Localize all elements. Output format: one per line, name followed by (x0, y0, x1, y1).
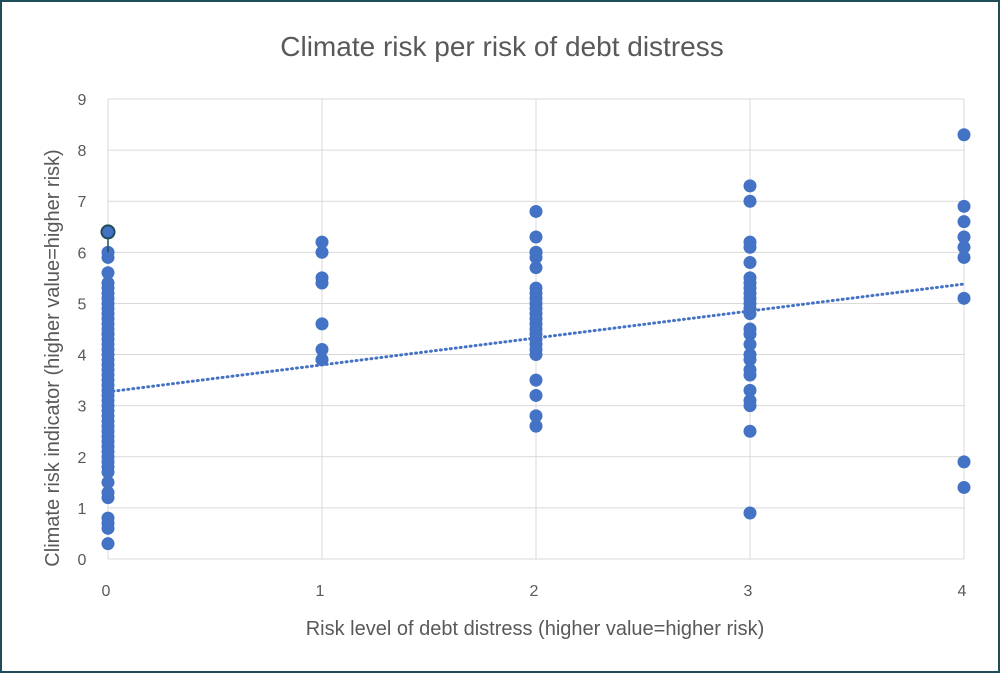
data-point (743, 179, 757, 193)
data-point (957, 291, 971, 305)
data-point (957, 215, 971, 229)
data-point (743, 424, 757, 438)
data-point (743, 399, 757, 413)
data-point (957, 199, 971, 213)
y-tick-label: 6 (78, 245, 87, 262)
data-point (529, 291, 543, 305)
data-point (957, 480, 971, 494)
x-tick-label: 2 (530, 583, 539, 600)
data-point (529, 230, 543, 244)
data-point (957, 455, 971, 469)
data-point (743, 327, 757, 341)
data-point (529, 419, 543, 433)
data-point (101, 465, 115, 479)
y-tick-label: 3 (78, 399, 87, 416)
data-point (315, 245, 329, 259)
data-point (529, 312, 543, 326)
data-point (743, 353, 757, 367)
data-point (957, 240, 971, 254)
data-point (529, 348, 543, 362)
data-point (101, 266, 115, 280)
data-point (743, 307, 757, 321)
y-tick-label: 2 (78, 450, 87, 467)
y-tick-label: 9 (78, 92, 87, 109)
data-point (315, 276, 329, 290)
x-axis-ticks: 0 1 2 3 4 (102, 583, 967, 600)
data-point (957, 128, 971, 142)
data-point (101, 521, 115, 535)
y-tick-label: 8 (78, 143, 87, 160)
data-point (743, 240, 757, 254)
x-tick-label: 3 (744, 583, 753, 600)
data-point (101, 491, 115, 505)
data-point (315, 342, 329, 356)
data-point (743, 194, 757, 208)
data-point (743, 506, 757, 520)
data-points (100, 128, 971, 551)
data-point (315, 353, 329, 367)
y-tick-label: 5 (78, 296, 87, 313)
data-point (529, 373, 543, 387)
data-point (957, 230, 971, 244)
data-point (529, 409, 543, 423)
y-tick-label: 0 (78, 552, 87, 569)
data-point (743, 256, 757, 270)
data-point (101, 475, 115, 489)
data-point (743, 337, 757, 351)
chart-title: Climate risk per risk of debt distress (280, 31, 723, 62)
data-point (529, 204, 543, 218)
y-tick-label: 4 (78, 348, 87, 365)
data-point (315, 317, 329, 331)
highlighted-data-point (100, 224, 116, 240)
data-point (315, 235, 329, 249)
data-point (101, 537, 115, 551)
x-tick-label: 1 (316, 583, 325, 600)
data-point (529, 302, 543, 316)
y-axis-title: Climate risk indicator (higher value=hig… (42, 149, 64, 566)
data-point (743, 368, 757, 382)
y-tick-label: 1 (78, 501, 87, 518)
data-point (529, 388, 543, 402)
data-point (957, 250, 971, 264)
data-point (101, 327, 115, 341)
data-point (743, 276, 757, 290)
data-point (101, 250, 115, 264)
data-point (529, 245, 543, 259)
y-axis-ticks: 0 1 2 3 4 5 6 7 8 9 (78, 92, 87, 569)
data-point (743, 383, 757, 397)
x-tick-label: 0 (102, 583, 111, 600)
data-point (529, 261, 543, 275)
x-axis-title: Risk level of debt distress (higher valu… (306, 618, 765, 640)
y-tick-label: 7 (78, 194, 87, 211)
x-tick-label: 4 (958, 583, 967, 600)
